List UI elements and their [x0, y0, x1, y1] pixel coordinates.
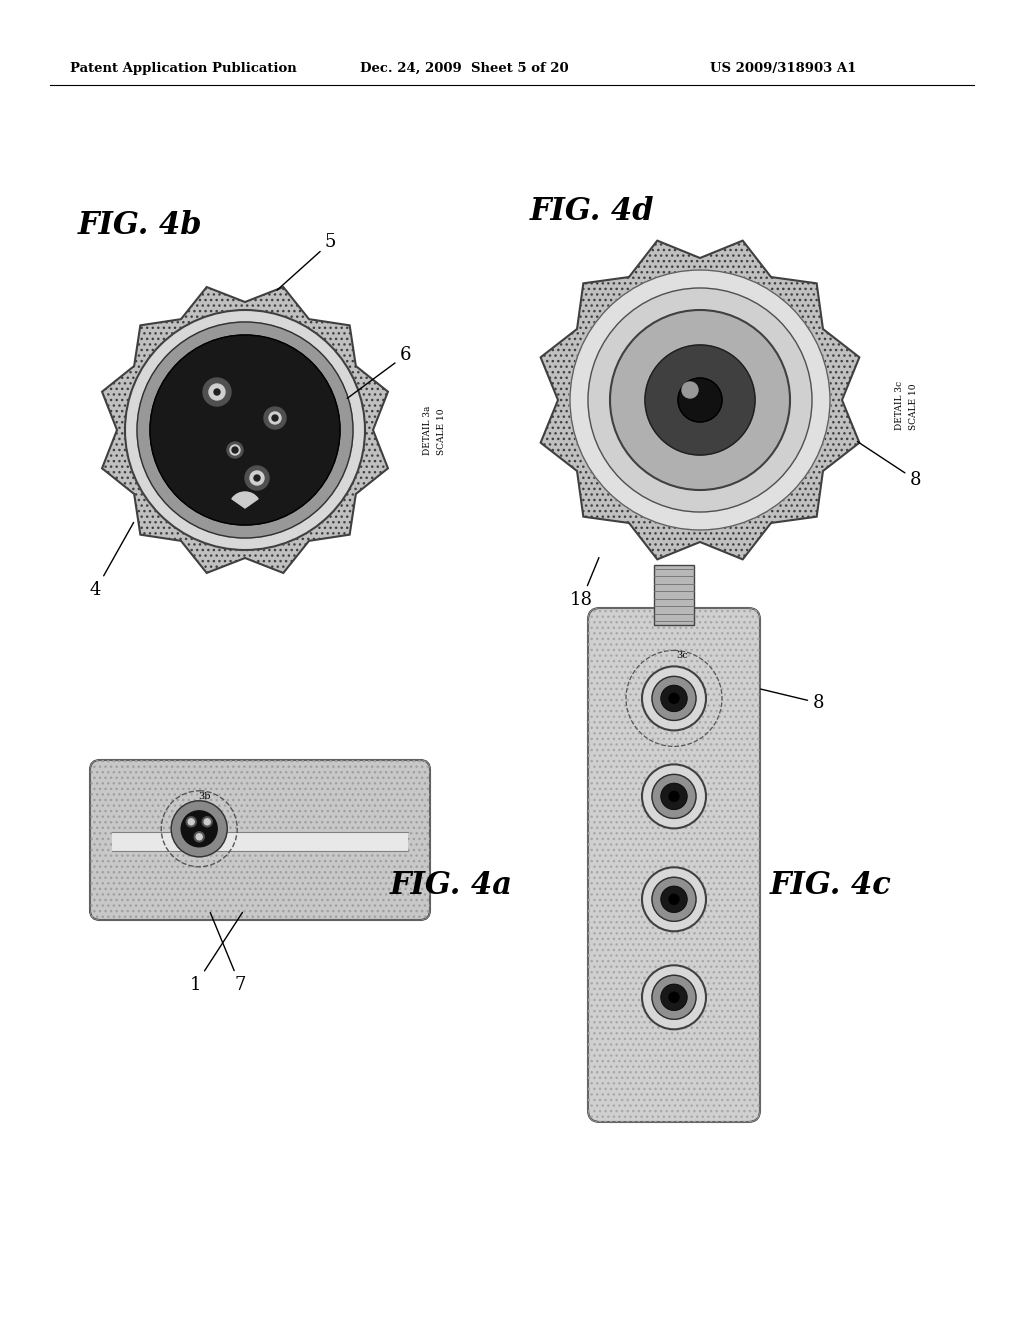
Text: 8: 8: [761, 689, 824, 711]
Bar: [112, 832, 408, 851]
Circle shape: [669, 792, 679, 801]
Circle shape: [171, 801, 227, 857]
Wedge shape: [226, 486, 264, 508]
Circle shape: [642, 764, 706, 829]
Circle shape: [245, 466, 269, 490]
Text: FIG. 4b: FIG. 4b: [78, 210, 203, 242]
Text: 5: 5: [278, 234, 336, 290]
Circle shape: [232, 447, 238, 453]
Circle shape: [250, 471, 264, 484]
Text: 3b: 3b: [198, 792, 211, 801]
Circle shape: [645, 345, 755, 455]
Circle shape: [662, 783, 687, 809]
Wedge shape: [231, 492, 258, 508]
Circle shape: [642, 667, 706, 730]
Circle shape: [209, 384, 225, 400]
Circle shape: [652, 775, 696, 818]
Polygon shape: [541, 240, 859, 560]
Text: 18: 18: [570, 557, 599, 609]
Circle shape: [588, 288, 812, 512]
Circle shape: [662, 985, 687, 1010]
Circle shape: [227, 442, 243, 458]
Circle shape: [610, 310, 790, 490]
Circle shape: [137, 322, 353, 539]
Circle shape: [669, 993, 679, 1002]
Text: DETAIL 3c: DETAIL 3c: [896, 381, 904, 430]
Circle shape: [652, 676, 696, 721]
Circle shape: [150, 335, 340, 525]
Circle shape: [669, 693, 679, 704]
FancyBboxPatch shape: [588, 609, 760, 1122]
Text: FIG. 4d: FIG. 4d: [530, 195, 654, 227]
Circle shape: [662, 685, 687, 711]
Text: FIG. 4c: FIG. 4c: [770, 870, 892, 902]
Text: FIG. 4a: FIG. 4a: [390, 870, 513, 902]
Circle shape: [662, 886, 687, 912]
Text: 8: 8: [857, 441, 922, 488]
Circle shape: [188, 818, 195, 825]
Circle shape: [269, 412, 281, 424]
Text: DETAIL 3a: DETAIL 3a: [424, 405, 432, 455]
Circle shape: [125, 310, 365, 550]
Text: SCALE 10: SCALE 10: [437, 408, 446, 455]
Circle shape: [203, 378, 231, 407]
Circle shape: [186, 817, 197, 826]
Text: 3c: 3c: [676, 651, 688, 660]
Circle shape: [682, 381, 698, 399]
Circle shape: [197, 834, 202, 840]
Circle shape: [652, 975, 696, 1019]
Circle shape: [642, 965, 706, 1030]
Circle shape: [678, 378, 722, 422]
Text: 6: 6: [347, 346, 412, 399]
Polygon shape: [102, 286, 388, 573]
Text: Dec. 24, 2009  Sheet 5 of 20: Dec. 24, 2009 Sheet 5 of 20: [360, 62, 568, 75]
Circle shape: [264, 407, 286, 429]
Circle shape: [272, 414, 278, 421]
Bar: [654, 565, 694, 624]
Text: 1: 1: [189, 912, 243, 994]
Text: SCALE 10: SCALE 10: [909, 384, 919, 430]
Circle shape: [202, 817, 212, 826]
Text: 7: 7: [210, 912, 246, 994]
Circle shape: [570, 271, 830, 531]
Circle shape: [214, 389, 220, 395]
Text: 4: 4: [90, 523, 134, 599]
Text: Patent Application Publication: Patent Application Publication: [70, 62, 297, 75]
Circle shape: [195, 832, 204, 842]
Circle shape: [230, 445, 240, 455]
Circle shape: [669, 895, 679, 904]
FancyBboxPatch shape: [90, 760, 430, 920]
Text: US 2009/318903 A1: US 2009/318903 A1: [710, 62, 856, 75]
Circle shape: [204, 818, 210, 825]
Circle shape: [181, 810, 217, 847]
Circle shape: [254, 475, 260, 480]
Circle shape: [642, 867, 706, 932]
Circle shape: [652, 878, 696, 921]
